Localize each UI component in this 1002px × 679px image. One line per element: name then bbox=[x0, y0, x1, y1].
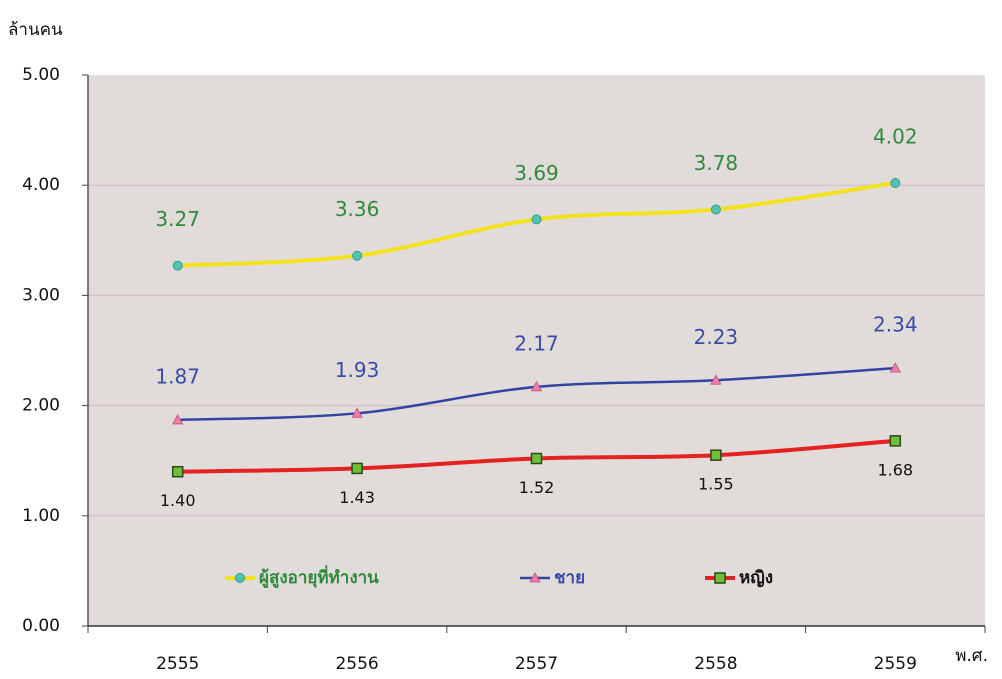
y-tick-label: 4.00 bbox=[22, 175, 60, 195]
data-label: 1.55 bbox=[698, 475, 734, 494]
data-label: 2.23 bbox=[694, 325, 739, 349]
y-tick-label: 0.00 bbox=[22, 616, 60, 636]
data-label: 3.69 bbox=[514, 161, 559, 185]
legend-marker bbox=[714, 572, 726, 584]
legend-marker bbox=[235, 573, 245, 583]
data-label: 2.17 bbox=[514, 331, 559, 355]
data-point bbox=[530, 381, 543, 392]
data-point bbox=[351, 462, 363, 475]
data-label: 2.34 bbox=[873, 313, 918, 337]
data-point bbox=[710, 204, 721, 215]
legend-label: ชาย bbox=[554, 568, 585, 588]
data-label: 3.78 bbox=[694, 151, 739, 175]
y-tick-label: 1.00 bbox=[22, 506, 60, 526]
data-label: 1.68 bbox=[877, 460, 913, 479]
plot-background bbox=[88, 75, 985, 626]
data-label: 1.87 bbox=[155, 364, 200, 388]
data-label: 4.02 bbox=[873, 124, 918, 148]
data-point bbox=[352, 250, 363, 261]
data-point bbox=[889, 435, 902, 447]
data-point bbox=[710, 449, 722, 461]
x-tick-label: 2559 bbox=[874, 654, 917, 674]
data-label: 1.40 bbox=[160, 491, 196, 510]
legend-label: ผู้สูงอายุที่ทำงาน bbox=[259, 565, 379, 589]
y-axis-label: ล้านคน bbox=[8, 20, 63, 40]
data-label: 1.93 bbox=[335, 358, 380, 382]
data-point bbox=[351, 407, 363, 418]
data-label: 3.27 bbox=[155, 207, 200, 231]
data-point bbox=[531, 214, 542, 225]
data-point bbox=[889, 362, 901, 373]
x-tick-label: 2557 bbox=[515, 654, 558, 674]
data-point bbox=[171, 465, 184, 478]
y-tick-label: 5.00 bbox=[22, 65, 60, 85]
x-tick-label: 2558 bbox=[694, 654, 737, 674]
data-point bbox=[172, 414, 184, 425]
x-tick-label: 2555 bbox=[156, 654, 199, 674]
y-tick-label: 2.00 bbox=[22, 396, 60, 416]
x-tick-label: 2556 bbox=[335, 654, 378, 674]
x-axis-label: พ.ศ. bbox=[955, 646, 988, 666]
data-label: 3.36 bbox=[335, 197, 380, 221]
data-label: 1.43 bbox=[339, 488, 375, 507]
legend-label: หญิง bbox=[739, 568, 773, 588]
legend-marker bbox=[529, 572, 541, 583]
data-point bbox=[710, 374, 722, 385]
data-point bbox=[172, 260, 183, 271]
y-tick-label: 3.00 bbox=[22, 285, 60, 305]
data-label: 1.52 bbox=[519, 478, 555, 497]
data-point bbox=[890, 177, 901, 188]
data-point bbox=[530, 452, 543, 465]
